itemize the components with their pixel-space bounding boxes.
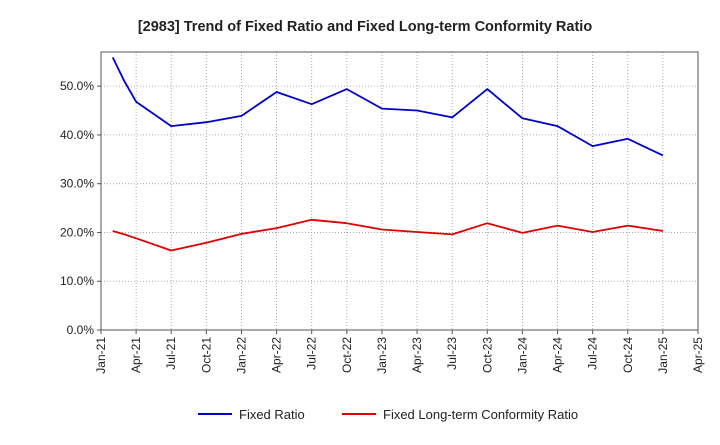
x-tick-label: Jul-22 — [305, 337, 319, 370]
x-tick-label: Oct-22 — [340, 337, 354, 373]
x-axis: Jan-21 Apr-21 Jul-21 Oct-21 Jan-22 Apr-22 Jul-… — [94, 330, 705, 374]
x-tick-label: Jul-21 — [164, 337, 178, 370]
grid-lines — [101, 52, 698, 330]
legend: Fixed Ratio Fixed Long-term Conformity Ra… — [198, 407, 578, 422]
series-line-fixed-ratio — [111, 57, 664, 157]
x-tick-label: Apr-22 — [270, 337, 284, 373]
plot-area-frame — [100, 51, 699, 331]
x-tick-label: Apr-23 — [410, 337, 424, 373]
x-tick-label: Jul-23 — [445, 337, 459, 370]
y-tick-label: 50.0% — [60, 79, 94, 93]
series-line-fixed-long-term-conformity-ratio — [112, 218, 664, 252]
legend-label-fixed-long-term-conformity-ratio: Fixed Long-term Conformity Ratio — [383, 407, 578, 422]
y-tick-label: 0.0% — [67, 323, 95, 337]
x-tick-label: Jan-23 — [375, 337, 389, 374]
y-tick-label: 30.0% — [60, 177, 94, 191]
series-lines — [111, 57, 664, 252]
x-tick-label: Jul-24 — [586, 337, 600, 370]
y-axis: 0.0% 10.0% 20.0% 30.0% 40.0% 50.0% — [60, 79, 101, 337]
x-tick-label: Oct-23 — [480, 337, 494, 373]
x-tick-label: Apr-21 — [129, 337, 143, 373]
x-tick-label: Apr-24 — [551, 337, 565, 373]
x-tick-label: Oct-24 — [621, 337, 635, 373]
y-tick-label: 40.0% — [60, 128, 94, 142]
x-tick-label: Oct-21 — [199, 337, 213, 373]
y-tick-label: 20.0% — [60, 225, 94, 239]
chart-title: [2983] Trend of Fixed Ratio and Fixed Lo… — [138, 19, 593, 35]
x-tick-label: Jan-25 — [656, 337, 670, 374]
y-tick-label: 10.0% — [60, 274, 94, 288]
x-tick-label: Jan-24 — [515, 337, 529, 374]
x-tick-label: Jan-22 — [234, 337, 248, 374]
legend-label-fixed-ratio: Fixed Ratio — [239, 407, 305, 422]
x-tick-label: Apr-25 — [691, 337, 705, 373]
x-tick-label: Jan-21 — [94, 337, 108, 374]
